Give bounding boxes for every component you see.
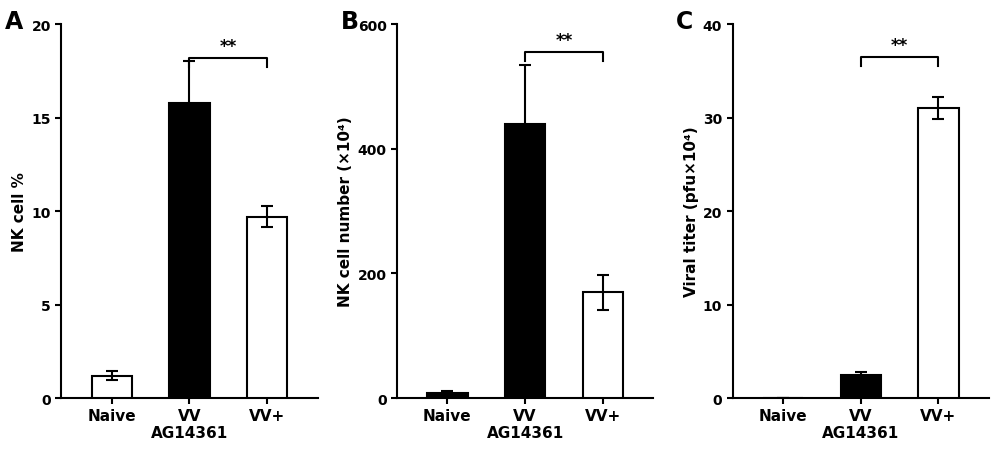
Y-axis label: NK cell number (×10⁴): NK cell number (×10⁴) — [338, 116, 353, 307]
Text: **: ** — [891, 37, 908, 55]
Bar — [427, 393, 468, 398]
Y-axis label: NK cell %: NK cell % — [12, 172, 27, 252]
Bar — [505, 124, 545, 398]
X-axis label: AG14361: AG14361 — [486, 425, 564, 440]
Text: C: C — [676, 10, 693, 34]
Bar — [169, 103, 210, 398]
Text: **: ** — [220, 37, 237, 55]
Text: A: A — [5, 10, 23, 34]
Text: B: B — [341, 10, 359, 34]
Bar — [841, 375, 881, 398]
X-axis label: AG14361: AG14361 — [822, 425, 899, 440]
Bar — [247, 217, 287, 398]
Bar — [92, 376, 132, 398]
Bar — [583, 292, 623, 398]
Y-axis label: Viral titer (pfu×10⁴): Viral titer (pfu×10⁴) — [684, 126, 699, 297]
Bar — [918, 109, 959, 398]
Text: **: ** — [555, 32, 573, 50]
X-axis label: AG14361: AG14361 — [151, 425, 228, 440]
